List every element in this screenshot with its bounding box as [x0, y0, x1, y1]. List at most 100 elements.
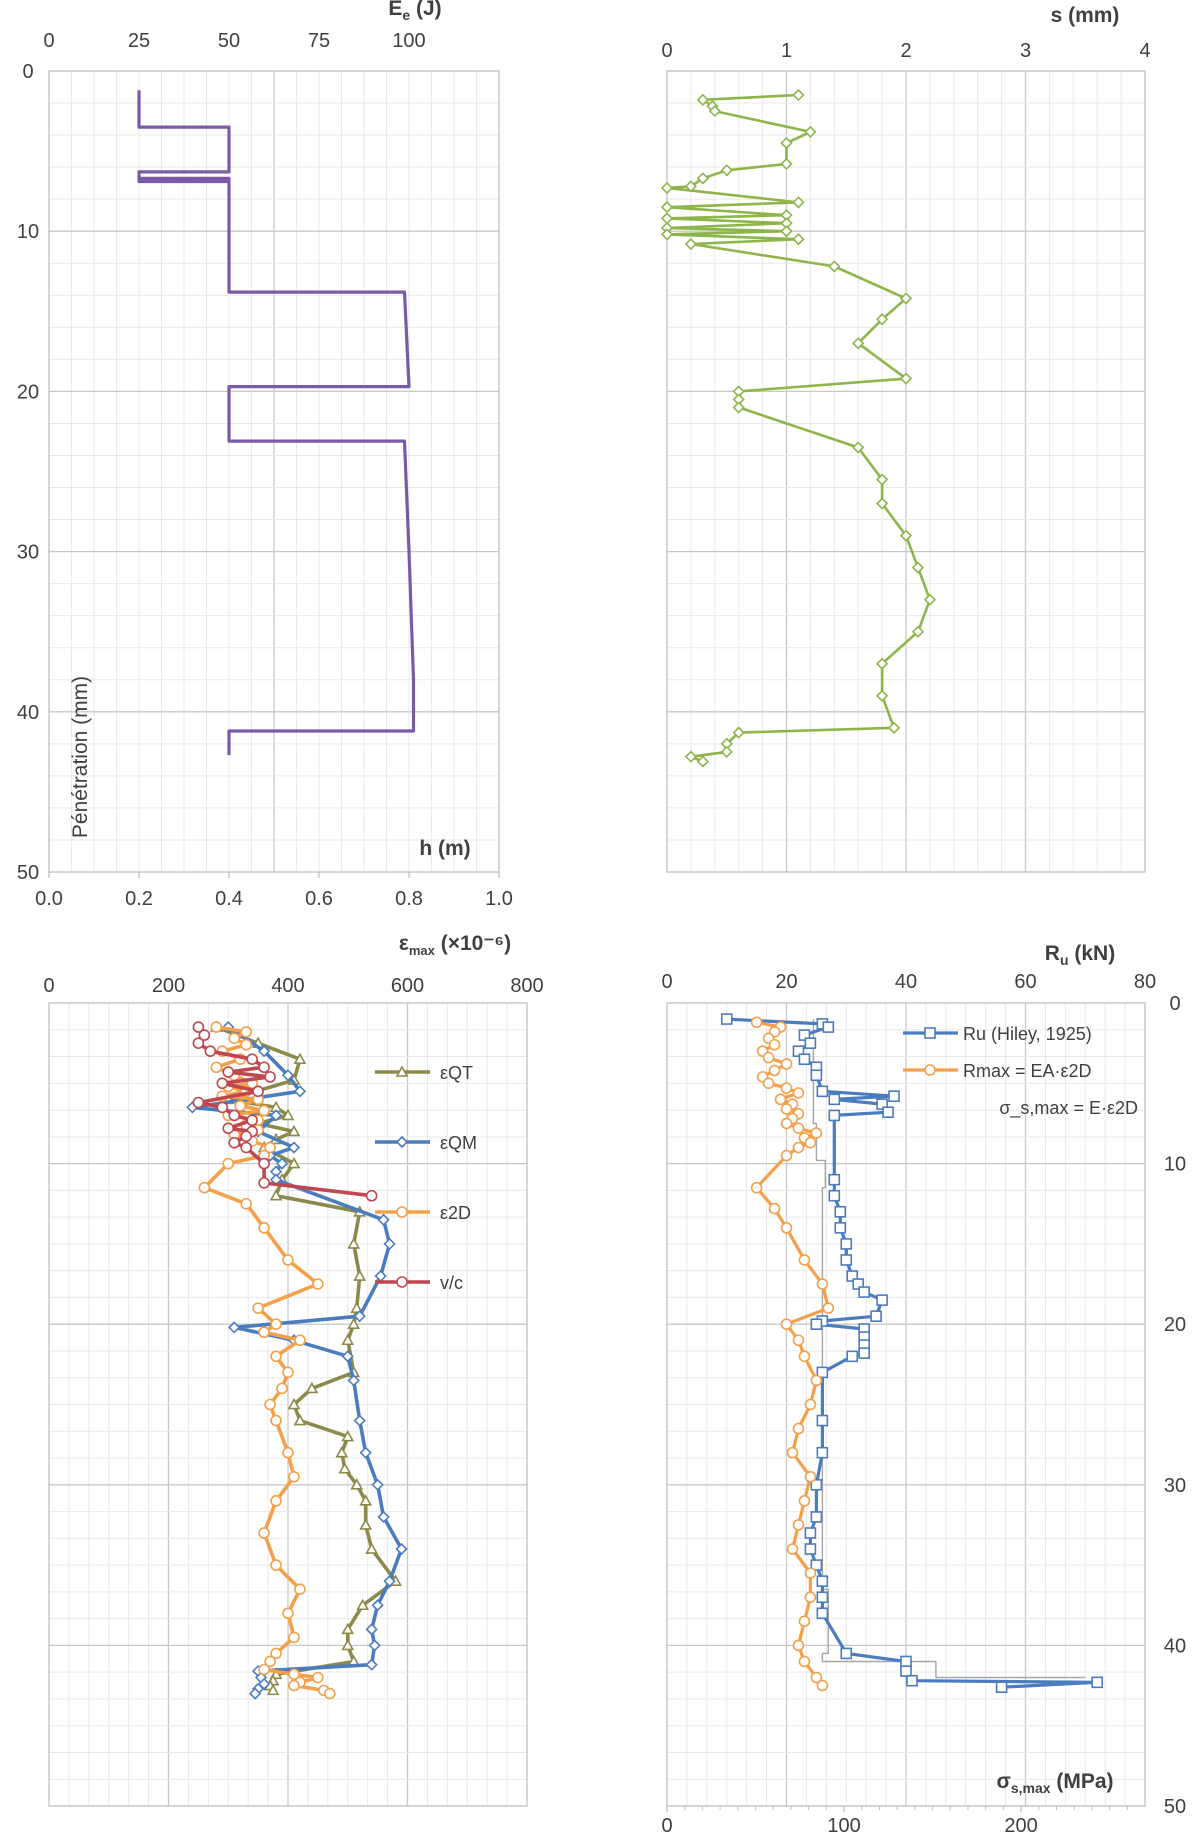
data-point	[792, 1141, 805, 1154]
x2-axis-title: s (mm)	[1051, 4, 1120, 27]
data-point	[804, 1470, 817, 1483]
data-point	[270, 1414, 282, 1427]
panel-strain: 0 200 400 600 800 εmax (×10⁻⁶) εQT εQM ε2D v/c	[43, 932, 544, 1807]
data-point	[780, 1222, 793, 1234]
data-point	[288, 1668, 300, 1681]
data-point	[240, 1141, 252, 1154]
data-point	[899, 372, 913, 385]
data-point	[875, 497, 889, 510]
data-point	[293, 1413, 307, 1426]
data-point	[312, 1278, 324, 1290]
y-tick-label: 0	[22, 61, 33, 83]
data-point	[192, 1037, 205, 1049]
data-point	[840, 1254, 853, 1266]
data-point	[828, 1093, 841, 1106]
x2-tick-label: 40	[895, 971, 917, 993]
data-point	[210, 1021, 223, 1033]
data-point	[270, 1318, 282, 1330]
data-point	[828, 1189, 841, 1202]
data-point	[276, 1382, 288, 1395]
data-point	[198, 1181, 211, 1194]
data-point	[258, 1222, 270, 1234]
x2-tick-label: 2	[900, 40, 911, 62]
y-tick-label: 20	[17, 381, 39, 403]
data-point	[828, 1109, 841, 1122]
data-point	[270, 1559, 282, 1571]
data-point	[365, 1658, 378, 1671]
data-point	[816, 1366, 829, 1379]
data-point	[846, 1270, 859, 1282]
data-point	[353, 1310, 366, 1323]
data-point	[249, 1687, 262, 1700]
data-point	[810, 1374, 823, 1387]
data-point	[356, 1598, 370, 1611]
data-point	[258, 1177, 270, 1189]
data-point	[924, 1064, 936, 1076]
data-point	[270, 1350, 282, 1363]
data-point	[258, 1663, 270, 1676]
data-point	[792, 1087, 805, 1099]
y-tick-label: 30	[17, 542, 39, 564]
data-point	[264, 1141, 276, 1154]
data-point	[798, 1495, 811, 1507]
data-point	[732, 726, 745, 739]
data-point	[192, 1096, 205, 1109]
x2-tick-label: 20	[775, 971, 797, 993]
data-point	[816, 1085, 829, 1098]
data-point	[875, 689, 889, 702]
data-point	[792, 233, 805, 246]
data-point	[359, 1446, 372, 1459]
plot-frame	[48, 70, 500, 873]
data-point	[696, 93, 709, 106]
data-point	[870, 1310, 882, 1322]
data-point	[899, 529, 913, 542]
data-point	[798, 1655, 811, 1668]
data-point	[264, 1398, 276, 1411]
data-point	[282, 1366, 294, 1379]
data-point	[906, 1674, 918, 1687]
data-point	[810, 1127, 823, 1139]
data-point	[365, 1623, 378, 1636]
data-point	[341, 1333, 355, 1346]
data-point	[708, 104, 721, 118]
data-point	[816, 1414, 829, 1427]
x-tick-label: 0.0	[35, 888, 63, 910]
data-point	[287, 1141, 301, 1154]
x-axis-title: h (m)	[419, 837, 470, 860]
data-point	[383, 1575, 396, 1588]
series-line-s	[665, 93, 932, 763]
data-point	[888, 1090, 900, 1102]
data-point	[335, 1446, 349, 1458]
data-point	[258, 1104, 270, 1117]
data-point	[780, 1103, 793, 1115]
x2-tick-label: 3	[1020, 40, 1031, 62]
x2-axis-title: Ee (J)	[388, 0, 441, 23]
data-point	[792, 196, 805, 209]
data-point	[222, 1122, 235, 1135]
data-point	[257, 1045, 271, 1058]
data-point	[876, 1098, 888, 1110]
data-point	[924, 1027, 936, 1039]
data-point	[792, 1422, 805, 1435]
data-point	[798, 1615, 811, 1628]
data-point	[246, 1114, 258, 1127]
y-tick-label: 40	[17, 702, 39, 724]
data-point	[288, 1631, 300, 1644]
data-point	[732, 401, 745, 414]
x2-tick-label: 800	[510, 975, 543, 997]
data-point	[720, 164, 733, 177]
data-point	[365, 1542, 379, 1554]
data-point	[258, 1157, 270, 1170]
data-point	[258, 1061, 270, 1074]
data-point	[780, 157, 793, 171]
data-point	[684, 750, 698, 763]
data-point	[324, 1687, 336, 1700]
data-point	[858, 1347, 870, 1359]
data-point	[923, 593, 937, 606]
data-point	[720, 745, 733, 758]
data-point	[350, 1301, 364, 1313]
legend: Ru (Hiley, 1925) Rmax = EA·ε2D σ_s,max = E…	[903, 1024, 1138, 1119]
plot-frame	[666, 1002, 1146, 1807]
data-point	[204, 1045, 217, 1057]
